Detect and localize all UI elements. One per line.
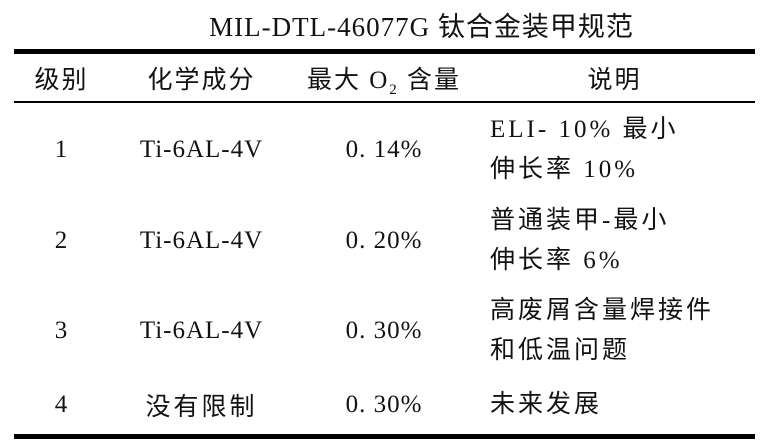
- col-header-grade: 级别: [34, 66, 89, 94]
- table-row: 3 Ti-6AL-4V 0. 30% 高废屑含量焊接件 和低温问题: [14, 286, 755, 376]
- o2-header-post: 含量: [398, 66, 462, 94]
- title-zone: MIL-DTL-46077G 钛合金装甲规范: [0, 0, 767, 49]
- cell-description: ELI- 10% 最小 伸长率 10%: [490, 115, 679, 183]
- cell-max-o2: 0. 30%: [345, 391, 423, 418]
- col-header-composition: 化学成分: [147, 66, 256, 94]
- cell-description: 高废屑含量焊接件 和低温问题: [490, 297, 715, 364]
- cell-grade: 4: [54, 391, 69, 418]
- col-header-max-o2: 最大 O2 含量: [294, 60, 474, 98]
- o2-header-pre: 最大 O: [306, 66, 390, 94]
- cell-description: 未来发展: [490, 391, 603, 418]
- table-top-rule: [14, 49, 755, 54]
- cell-grade: 3: [54, 317, 69, 344]
- table-row: 2 Ti-6AL-4V 0. 20% 普通装甲-最小 伸长率 6%: [14, 196, 755, 286]
- cell-max-o2: 0. 14%: [345, 135, 423, 163]
- cell-composition: 没有限制: [145, 394, 258, 421]
- cell-description: 普通装甲-最小 伸长率 6%: [490, 207, 670, 274]
- cell-max-o2: 0. 20%: [345, 227, 423, 254]
- col-header-description: 说明: [587, 66, 642, 94]
- table-row: 4 没有限制 0. 30% 未来发展: [14, 376, 755, 434]
- spec-table: 级别 化学成分 最大 O2 含量 说明 1 Ti-6AL-4V 0. 14% E…: [14, 49, 755, 439]
- cell-composition: Ti-6AL-4V: [139, 227, 264, 254]
- cell-max-o2: 0. 30%: [345, 317, 423, 344]
- cell-composition: Ti-6AL-4V: [139, 317, 264, 344]
- table-header-row: 级别 化学成分 最大 O2 含量 说明: [14, 54, 755, 101]
- cell-grade: 1: [54, 135, 69, 163]
- table-title: MIL-DTL-46077G 钛合金装甲规范: [209, 12, 634, 42]
- table-row: 1 Ti-6AL-4V 0. 14% ELI- 10% 最小 伸长率 10%: [14, 103, 755, 196]
- cell-composition: Ti-6AL-4V: [139, 135, 264, 163]
- o2-header-subscript: 2: [389, 81, 399, 98]
- header-divider-rule: [14, 101, 755, 103]
- table-bottom-rule: [14, 434, 755, 439]
- cell-grade: 2: [54, 227, 69, 254]
